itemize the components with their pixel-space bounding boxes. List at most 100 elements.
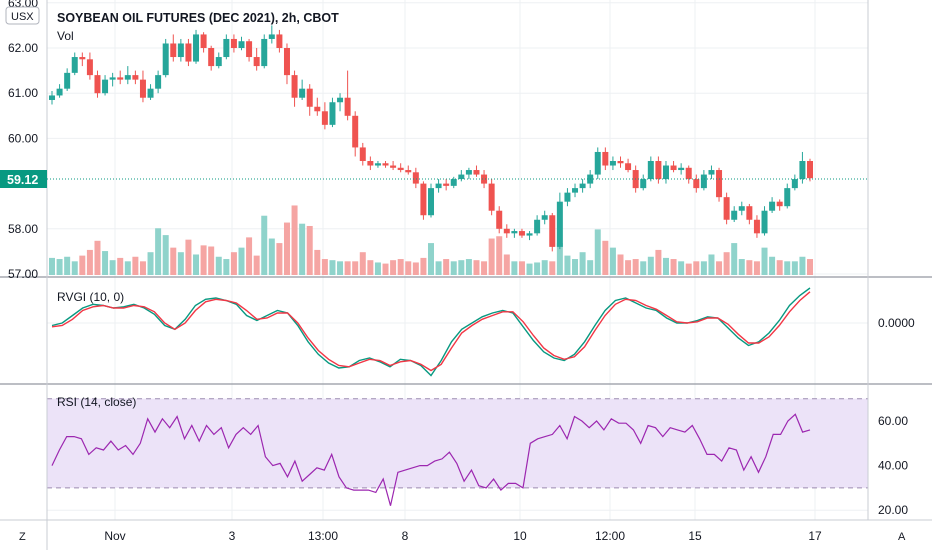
- candle-body[interactable]: [64, 72, 71, 89]
- candle-body[interactable]: [753, 219, 760, 234]
- candle-body[interactable]: [435, 183, 442, 189]
- candle-body[interactable]: [390, 165, 397, 168]
- candle-body[interactable]: [352, 115, 359, 148]
- candle-body[interactable]: [662, 165, 669, 180]
- candle-body[interactable]: [109, 77, 116, 80]
- price-axis[interactable]: 63.00 62.00 61.00 60.00 58.00 57.00: [8, 0, 38, 281]
- candle-body[interactable]: [579, 183, 586, 189]
- candle-body[interactable]: [170, 43, 177, 58]
- candle-body[interactable]: [708, 170, 715, 175]
- candle-body[interactable]: [799, 161, 806, 180]
- candle-body[interactable]: [306, 88, 313, 107]
- candle-body[interactable]: [609, 161, 616, 166]
- candle-body[interactable]: [359, 147, 366, 161]
- candle-body[interactable]: [238, 41, 245, 48]
- candle-body[interactable]: [86, 59, 93, 76]
- candle-body[interactable]: [276, 34, 283, 48]
- candle-body[interactable]: [776, 201, 783, 207]
- candle-body[interactable]: [670, 165, 677, 171]
- candle-body[interactable]: [769, 201, 776, 211]
- candle-body[interactable]: [428, 188, 434, 216]
- candle-body[interactable]: [496, 210, 503, 229]
- candle-body[interactable]: [223, 38, 230, 58]
- candle-body[interactable]: [329, 102, 336, 125]
- candle-body[interactable]: [465, 170, 472, 175]
- candle-body[interactable]: [784, 188, 791, 207]
- candle-body[interactable]: [268, 34, 275, 39]
- candle-body[interactable]: [185, 43, 192, 62]
- candle-body[interactable]: [374, 163, 381, 166]
- candle-body[interactable]: [761, 210, 768, 234]
- candle-body[interactable]: [678, 167, 685, 171]
- candle-body[interactable]: [655, 161, 662, 180]
- candle-body[interactable]: [124, 75, 131, 80]
- candle-body[interactable]: [230, 38, 237, 48]
- candle-body[interactable]: [367, 161, 374, 166]
- candle-body[interactable]: [572, 188, 579, 193]
- candle-body[interactable]: [215, 57, 222, 67]
- candle-body[interactable]: [283, 48, 290, 76]
- candle-body[interactable]: [564, 192, 571, 202]
- candle-body[interactable]: [56, 88, 63, 96]
- candle-body[interactable]: [556, 201, 563, 247]
- candle-body[interactable]: [139, 79, 146, 98]
- candle-body[interactable]: [640, 179, 647, 189]
- candle-body[interactable]: [625, 163, 632, 171]
- candle-body[interactable]: [541, 215, 548, 220]
- candle-body[interactable]: [473, 170, 480, 175]
- candle-body[interactable]: [458, 174, 465, 180]
- candle-body[interactable]: [534, 219, 541, 234]
- candle-body[interactable]: [299, 88, 306, 98]
- candle-body[interactable]: [481, 174, 488, 184]
- candle-body[interactable]: [731, 210, 738, 220]
- candle-body[interactable]: [594, 151, 601, 175]
- candle-body[interactable]: [511, 231, 518, 234]
- currency-badge[interactable]: [5, 6, 40, 25]
- candle-body[interactable]: [147, 88, 154, 98]
- candle-body[interactable]: [420, 183, 427, 216]
- candle-body[interactable]: [716, 170, 723, 198]
- candle-body[interactable]: [443, 183, 450, 186]
- candle-body[interactable]: [177, 43, 184, 58]
- candle-body[interactable]: [246, 41, 253, 58]
- candle-body[interactable]: [807, 161, 813, 179]
- candle-body[interactable]: [382, 163, 389, 166]
- candle-body[interactable]: [791, 179, 798, 189]
- candle-body[interactable]: [102, 79, 109, 94]
- candle-body[interactable]: [79, 57, 86, 60]
- zoom-button[interactable]: [10, 525, 36, 545]
- candle-body[interactable]: [155, 75, 162, 89]
- candle-body[interactable]: [397, 167, 404, 171]
- candle-body[interactable]: [208, 48, 215, 67]
- candle-body[interactable]: [723, 197, 730, 220]
- candle-body[interactable]: [291, 75, 298, 98]
- candlesticks[interactable]: [49, 25, 813, 252]
- candle-body[interactable]: [518, 231, 525, 236]
- candle-body[interactable]: [253, 57, 260, 67]
- candle-body[interactable]: [132, 75, 139, 80]
- candle-body[interactable]: [162, 43, 169, 76]
- candle-body[interactable]: [321, 111, 328, 125]
- candle-body[interactable]: [405, 170, 412, 173]
- candle-body[interactable]: [337, 97, 344, 103]
- candle-body[interactable]: [261, 38, 268, 67]
- candle-body[interactable]: [693, 179, 700, 189]
- candle-body[interactable]: [344, 97, 351, 116]
- candle-body[interactable]: [746, 206, 753, 220]
- time-axis[interactable]: Nov 3 13:00 8 10 12:00 15 17: [104, 529, 822, 543]
- candle-body[interactable]: [412, 172, 419, 184]
- candle-body[interactable]: [685, 167, 692, 180]
- candle-body[interactable]: [617, 161, 624, 164]
- candle-body[interactable]: [647, 161, 654, 180]
- candle-body[interactable]: [193, 34, 200, 62]
- candle-body[interactable]: [700, 174, 707, 189]
- candle-body[interactable]: [549, 215, 556, 247]
- candle-body[interactable]: [94, 75, 101, 94]
- candle-body[interactable]: [526, 233, 533, 236]
- candle-body[interactable]: [503, 228, 510, 234]
- candle-body[interactable]: [49, 95, 55, 100]
- candle-body[interactable]: [200, 34, 207, 48]
- candle-body[interactable]: [314, 106, 321, 112]
- candle-body[interactable]: [117, 77, 124, 80]
